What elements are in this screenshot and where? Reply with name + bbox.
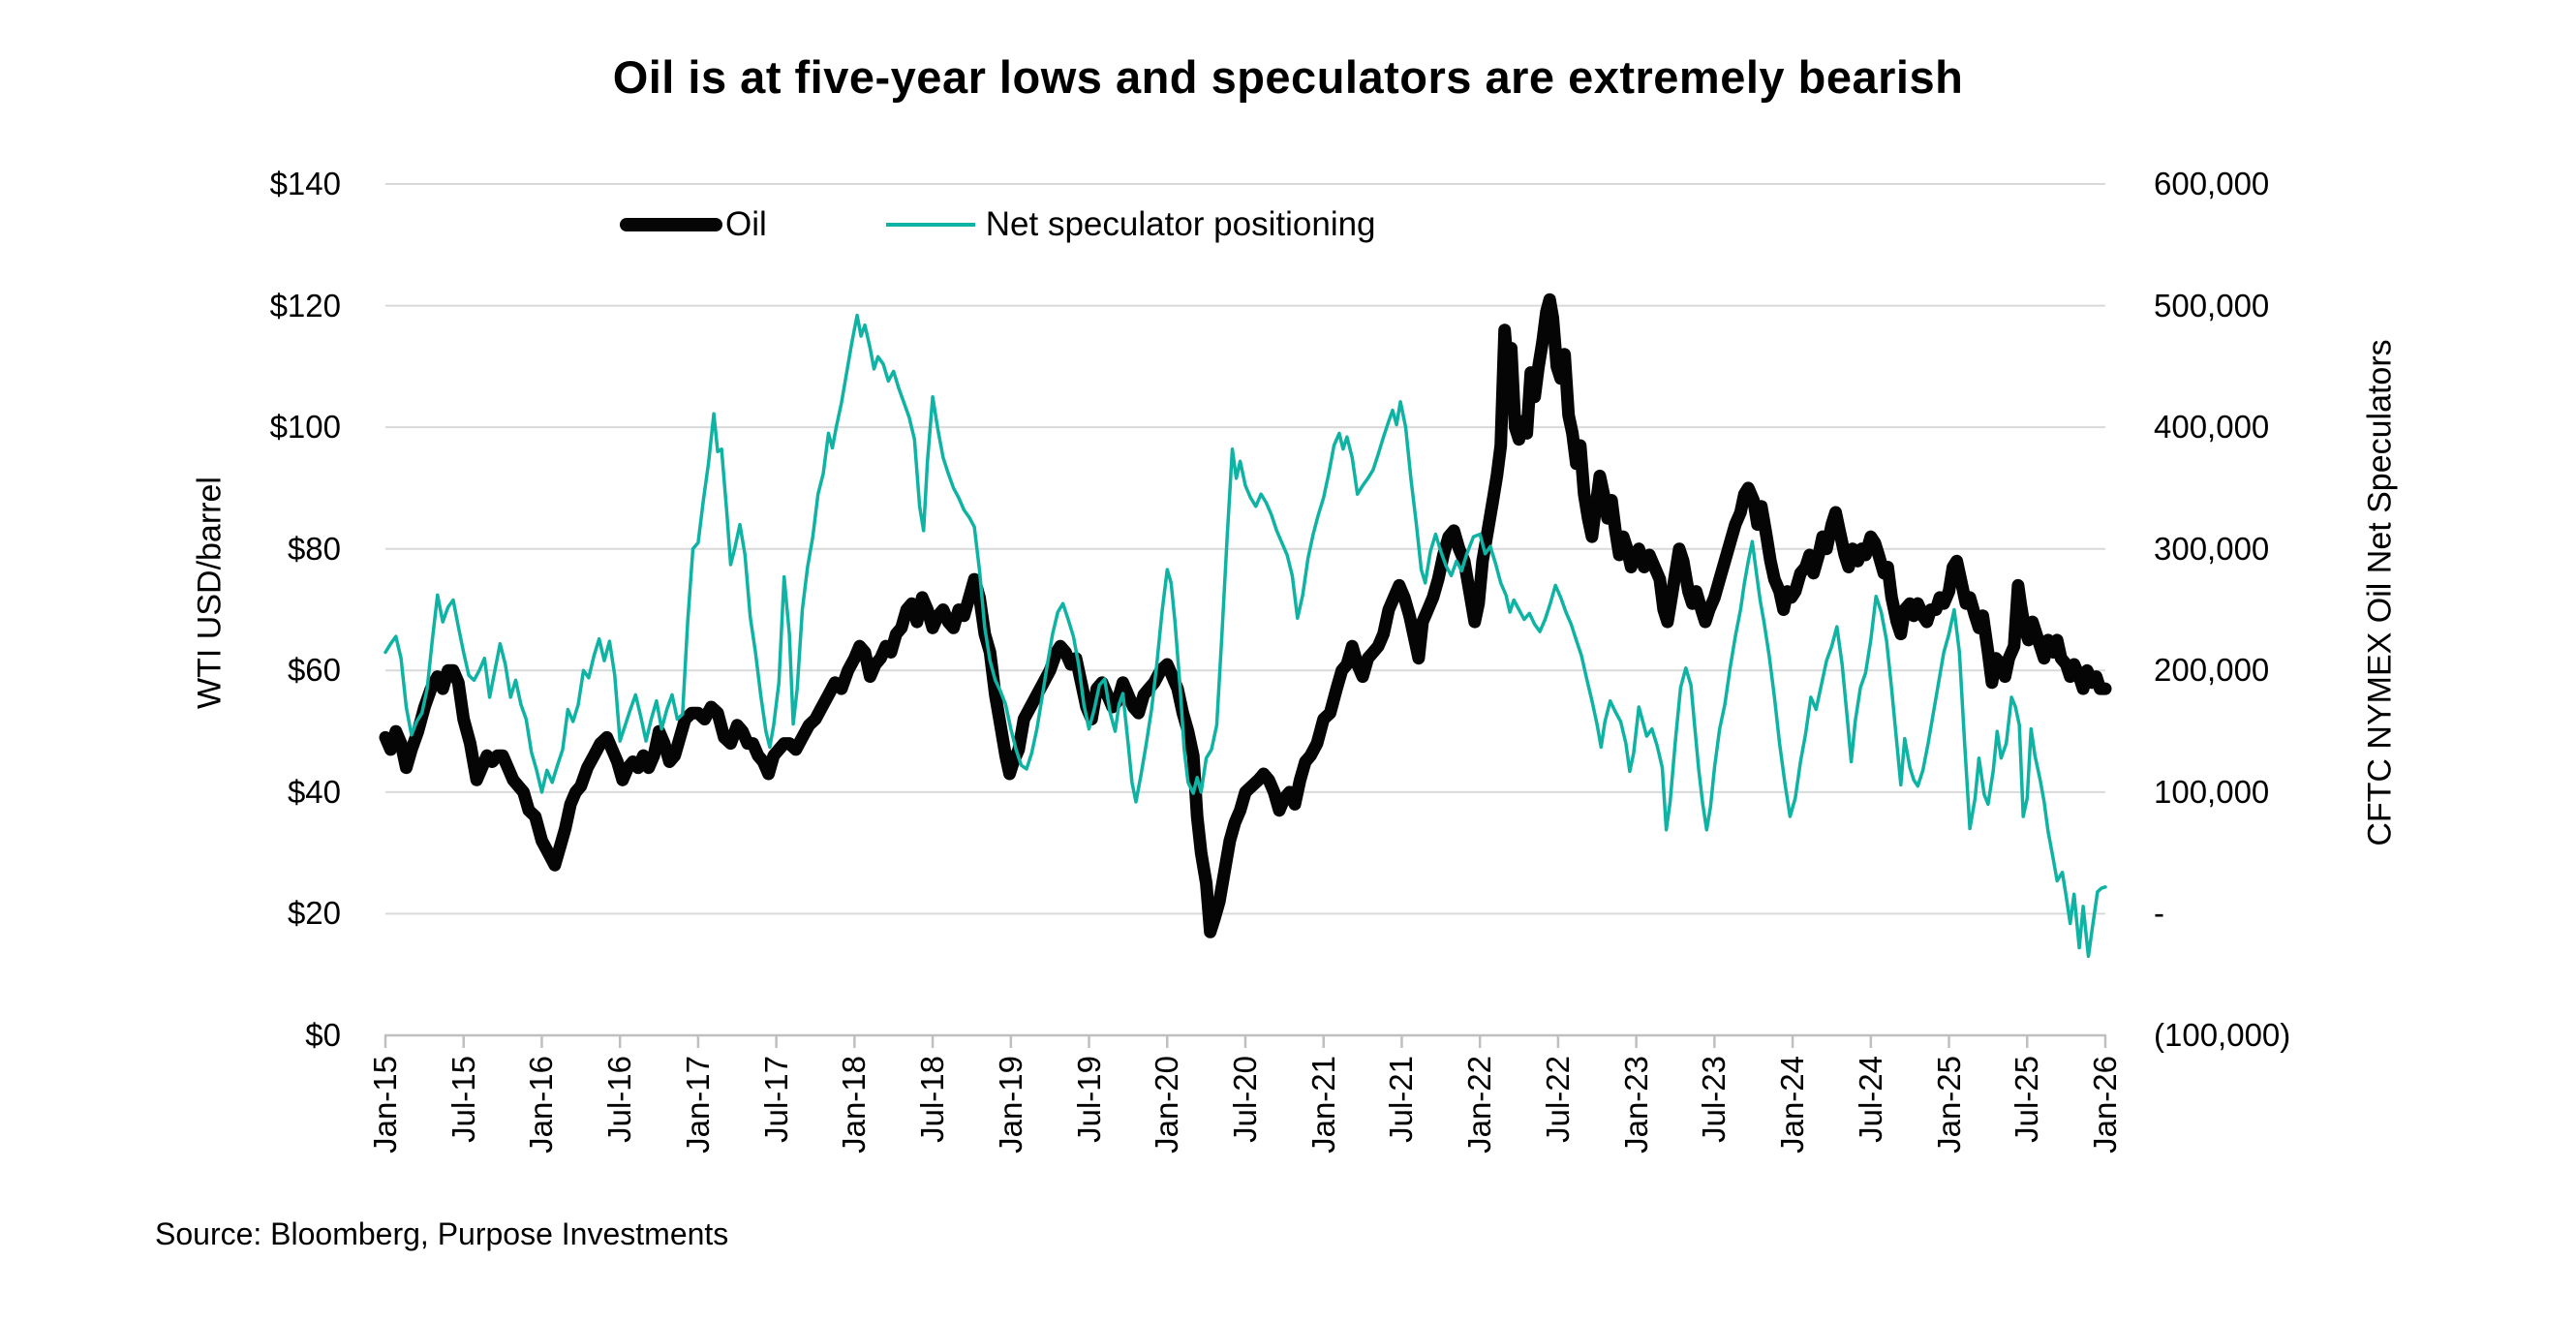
right-axis-tick-label: - xyxy=(2154,895,2164,932)
left-axis-tick-label: $80 xyxy=(287,530,341,567)
x-axis-tick-label: Jan-25 xyxy=(1930,1056,1967,1154)
x-axis-tick-label: Jul-15 xyxy=(445,1056,481,1143)
legend: Oil Net speculator positioning xyxy=(620,203,1376,246)
x-axis-tick-label: Jan-17 xyxy=(679,1056,716,1154)
x-axis-tick-label: Jan-16 xyxy=(523,1056,560,1154)
x-axis-tick-label: Jan-19 xyxy=(992,1056,1028,1154)
left-axis-tick-label: $120 xyxy=(269,287,341,323)
x-axis-tick-label: Jan-20 xyxy=(1149,1056,1185,1154)
x-axis-tick-label: Jul-24 xyxy=(1852,1056,1888,1143)
right-axis-tick-label: 300,000 xyxy=(2154,530,2270,567)
x-axis-tick-label: Jan-23 xyxy=(1617,1056,1654,1154)
x-axis-tick-label: Jan-21 xyxy=(1304,1056,1341,1154)
x-axis-tick-label: Jul-18 xyxy=(914,1056,951,1143)
x-axis-tick-label: Jul-22 xyxy=(1539,1056,1576,1143)
right-axis-tick-label: (100,000) xyxy=(2154,1017,2291,1053)
x-axis-tick-label: Jan-18 xyxy=(836,1056,873,1154)
x-axis-tick-label: Jan-24 xyxy=(1774,1056,1811,1154)
left-axis-tick-label: $60 xyxy=(287,652,341,689)
right-axis-tick-label: 200,000 xyxy=(2154,652,2270,689)
oil-legend-swatch xyxy=(620,218,722,231)
x-axis-tick-label: Jul-17 xyxy=(757,1056,794,1143)
x-axis-tick-label: Jan-15 xyxy=(367,1056,403,1154)
x-axis-tick-label: Jul-19 xyxy=(1070,1056,1107,1143)
x-axis-tick-label: Jul-25 xyxy=(2009,1056,2045,1143)
x-axis-tick-label: Jul-23 xyxy=(1696,1056,1733,1143)
left-axis-tick-label: $140 xyxy=(269,166,341,201)
chart-title: Oil is at five-year lows and speculators… xyxy=(612,51,1964,103)
left-axis-tick-label: $40 xyxy=(287,773,341,810)
x-axis-tick-label: Jan-22 xyxy=(1461,1056,1498,1154)
spec-legend-swatch xyxy=(885,223,975,227)
left-axis-tick-label: $0 xyxy=(305,1017,341,1053)
right-axis-tick-label: 600,000 xyxy=(2154,166,2270,201)
oil-line-series xyxy=(379,292,2112,938)
x-axis-tick-label: Jan-26 xyxy=(2087,1056,2123,1154)
left-axis-tick-label: $20 xyxy=(287,895,341,932)
oil-legend-label: Oil xyxy=(725,205,767,243)
right-axis-tick-label: 400,000 xyxy=(2154,409,2270,446)
spec-legend-label: Net speculator positioning xyxy=(985,205,1376,243)
x-axis-tick-label: Jul-21 xyxy=(1383,1056,1420,1143)
source-note: Source: Bloomberg, Purpose Investments xyxy=(155,1216,729,1251)
spec-line-series xyxy=(383,313,2107,959)
right-axis-tick-label: 100,000 xyxy=(2154,773,2270,810)
x-axis-tick-label: Jul-20 xyxy=(1227,1056,1263,1143)
right-axis-tick-label: 500,000 xyxy=(2154,287,2270,323)
left-axis-tick-label: $100 xyxy=(269,409,341,446)
x-axis-tick-label: Jul-16 xyxy=(601,1056,638,1143)
